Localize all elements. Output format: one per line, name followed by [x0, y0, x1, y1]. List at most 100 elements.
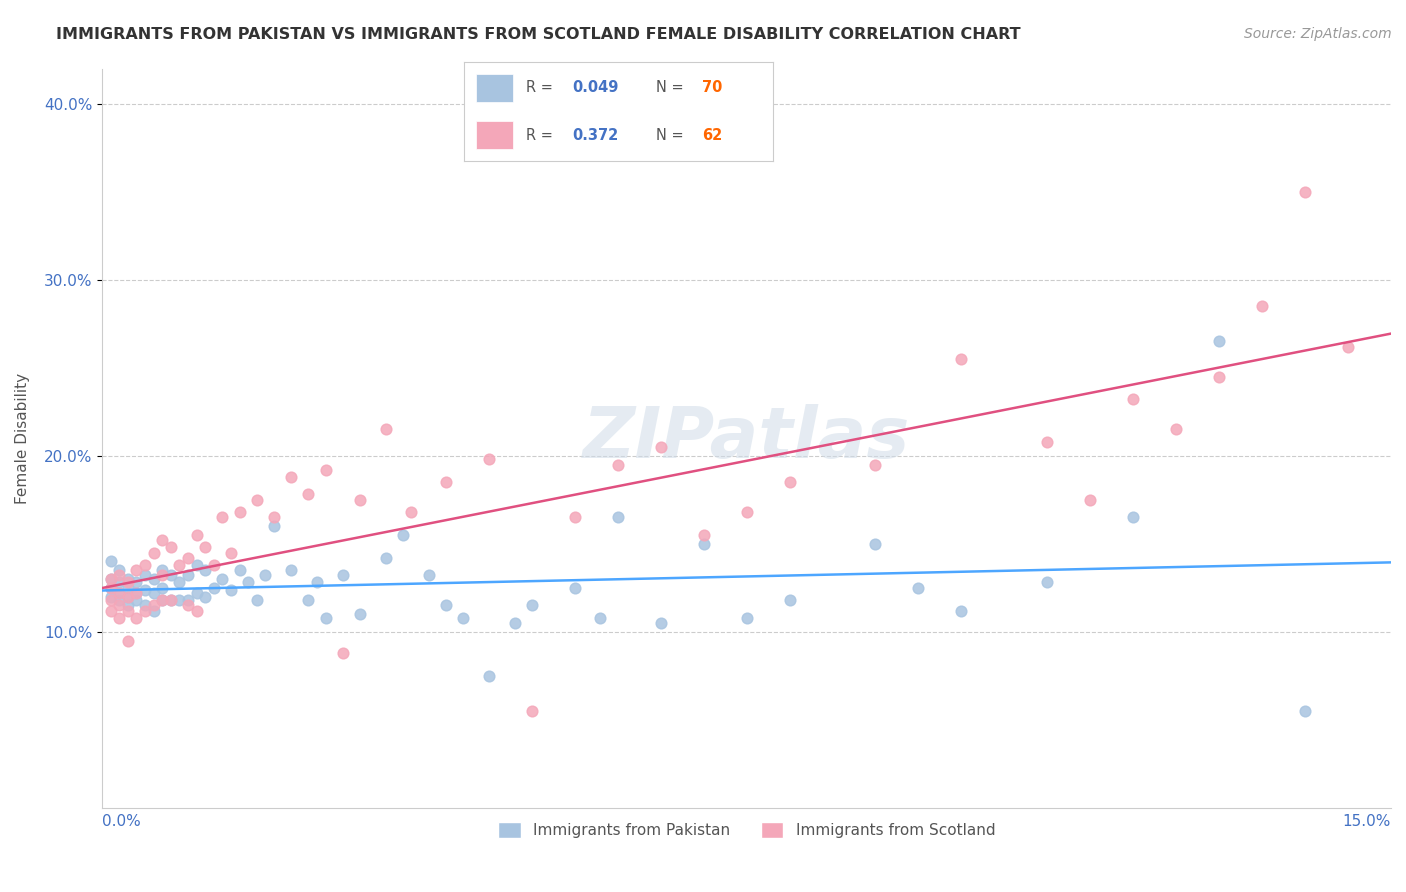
Text: IMMIGRANTS FROM PAKISTAN VS IMMIGRANTS FROM SCOTLAND FEMALE DISABILITY CORRELATI: IMMIGRANTS FROM PAKISTAN VS IMMIGRANTS F…: [56, 27, 1021, 42]
Point: [297, 487, 319, 501]
Bar: [477, 74, 513, 102]
Point: [150, 593, 173, 607]
Point: [117, 581, 139, 595]
Point: [219, 582, 242, 597]
Point: [142, 545, 165, 559]
Text: R =: R =: [526, 80, 557, 95]
Point: [142, 586, 165, 600]
Point: [280, 470, 302, 484]
Point: [100, 554, 122, 568]
Point: [219, 545, 242, 559]
Point: [211, 510, 233, 524]
Point: [1166, 422, 1188, 436]
Point: [169, 575, 191, 590]
Point: [1251, 299, 1274, 313]
Point: [108, 593, 131, 607]
Point: [692, 537, 714, 551]
Point: [202, 558, 225, 572]
Legend: Immigrants from Pakistan, Immigrants from Scotland: Immigrants from Pakistan, Immigrants fro…: [492, 816, 1001, 845]
Point: [564, 581, 586, 595]
Point: [100, 590, 122, 604]
Point: [134, 604, 156, 618]
Point: [202, 581, 225, 595]
Point: [332, 568, 354, 582]
Point: [108, 586, 131, 600]
Point: [606, 510, 628, 524]
Point: [125, 586, 148, 600]
Point: [564, 510, 586, 524]
Point: [100, 593, 122, 607]
Point: [150, 593, 173, 607]
Point: [735, 505, 758, 519]
Point: [1208, 369, 1230, 384]
Text: R =: R =: [526, 128, 557, 143]
Point: [263, 519, 285, 533]
Point: [434, 475, 457, 490]
Point: [950, 604, 973, 618]
Text: 0.049: 0.049: [572, 80, 619, 95]
Point: [186, 586, 208, 600]
Point: [332, 646, 354, 660]
Point: [117, 590, 139, 604]
Text: Source: ZipAtlas.com: Source: ZipAtlas.com: [1244, 27, 1392, 41]
Point: [169, 593, 191, 607]
Point: [150, 563, 173, 577]
Point: [950, 351, 973, 366]
Point: [779, 475, 801, 490]
Point: [349, 607, 371, 621]
Point: [503, 615, 526, 630]
Point: [606, 458, 628, 472]
Point: [315, 463, 337, 477]
Point: [520, 599, 543, 613]
Point: [108, 563, 131, 577]
Point: [451, 610, 474, 624]
Point: [280, 563, 302, 577]
Point: [211, 572, 233, 586]
Point: [125, 593, 148, 607]
Point: [150, 568, 173, 582]
Point: [228, 563, 250, 577]
Point: [246, 593, 269, 607]
Point: [150, 581, 173, 595]
Point: [100, 581, 122, 595]
Point: [108, 599, 131, 613]
Point: [194, 541, 217, 555]
Text: ZIPatlas: ZIPatlas: [583, 404, 910, 473]
Text: 0.0%: 0.0%: [103, 814, 141, 830]
Point: [478, 452, 501, 467]
Point: [650, 440, 672, 454]
Text: N =: N =: [655, 80, 688, 95]
Point: [315, 610, 337, 624]
Point: [297, 593, 319, 607]
Text: 15.0%: 15.0%: [1343, 814, 1391, 830]
Text: 0.372: 0.372: [572, 128, 619, 143]
Point: [865, 458, 887, 472]
Point: [650, 615, 672, 630]
Text: N =: N =: [655, 128, 688, 143]
Point: [434, 599, 457, 613]
Point: [907, 581, 929, 595]
Point: [177, 599, 200, 613]
Point: [1122, 392, 1144, 407]
Point: [100, 581, 122, 595]
Point: [117, 590, 139, 604]
Point: [142, 604, 165, 618]
Point: [305, 575, 328, 590]
Text: 62: 62: [702, 128, 723, 143]
Y-axis label: Female Disability: Female Disability: [15, 373, 30, 504]
Bar: [477, 121, 513, 149]
Point: [169, 558, 191, 572]
Point: [186, 528, 208, 542]
Point: [100, 572, 122, 586]
Point: [100, 604, 122, 618]
Point: [735, 610, 758, 624]
Point: [478, 669, 501, 683]
Point: [160, 541, 183, 555]
Point: [589, 610, 612, 624]
Point: [194, 590, 217, 604]
Point: [160, 593, 183, 607]
Point: [520, 704, 543, 718]
Point: [228, 505, 250, 519]
Point: [1078, 492, 1101, 507]
Point: [160, 593, 183, 607]
